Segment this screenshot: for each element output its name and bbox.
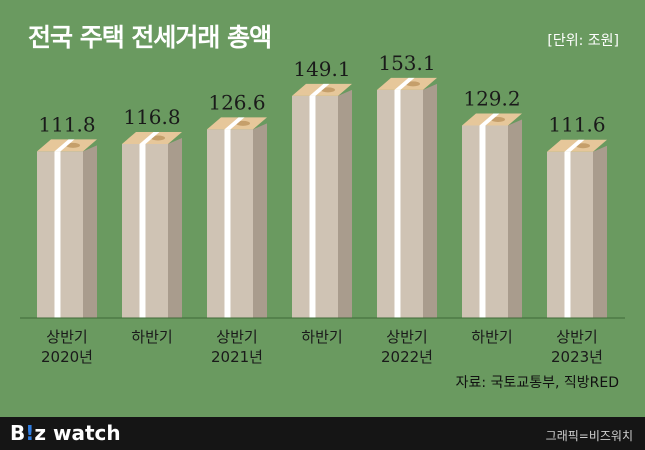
category-label-3: 하반기 xyxy=(301,328,342,346)
bill-portrait-4 xyxy=(406,81,420,87)
bar-band-1 xyxy=(139,143,146,318)
bill-portrait-5 xyxy=(491,116,505,122)
bill-portrait-2 xyxy=(236,120,250,126)
bar-side-0 xyxy=(83,145,97,318)
bar-band-5 xyxy=(479,125,486,318)
bar-band-top-3 xyxy=(309,83,330,96)
logo-letter-z: z xyxy=(34,421,47,445)
bar-stack-1 xyxy=(122,131,182,318)
value-label-1: 116.8 xyxy=(123,105,180,129)
bar-band-4 xyxy=(394,89,401,318)
bar-band-top-2 xyxy=(224,117,245,130)
bar-band-2 xyxy=(224,129,231,318)
category-year-label-4: 2022년 xyxy=(381,348,433,366)
logo-exclamation: ! xyxy=(25,421,35,445)
value-label-6: 111.6 xyxy=(548,113,605,137)
category-label-0: 상반기 xyxy=(46,328,87,346)
bar-band-top-1 xyxy=(139,131,160,144)
bar-band-top-5 xyxy=(479,113,500,126)
bar-band-top-6 xyxy=(564,139,585,152)
footer-bar: B!z watch 그래픽=비즈워치 xyxy=(0,417,645,450)
bar-band-0 xyxy=(54,151,61,318)
bar-stack-4 xyxy=(377,77,437,318)
value-label-4: 153.1 xyxy=(378,51,435,75)
unit-label: [단위: 조원] xyxy=(547,33,619,49)
value-label-5: 129.2 xyxy=(463,86,520,110)
bill-portrait-6 xyxy=(576,143,590,149)
bill-portrait-3 xyxy=(321,87,335,93)
category-year-label-6: 2023년 xyxy=(551,348,603,366)
bar-side-2 xyxy=(253,123,267,318)
logo-word-watch: watch xyxy=(46,421,121,445)
bill-portrait-1 xyxy=(151,135,165,141)
bar-stack-3 xyxy=(292,83,352,318)
value-label-0: 111.8 xyxy=(38,112,95,136)
chart-title: 전국 주택 전세거래 총액 xyxy=(28,23,272,52)
brand-logo: B!z watch xyxy=(10,421,121,445)
category-year-label-0: 2020년 xyxy=(41,348,93,366)
bar-side-1 xyxy=(168,137,182,318)
category-year-label-2: 2021년 xyxy=(211,348,263,366)
bar-band-3 xyxy=(309,95,316,318)
bar-stack-6 xyxy=(547,139,607,318)
category-label-5: 하반기 xyxy=(471,328,512,346)
category-labels: 상반기 2020년 하반기 상반기 2021년 하반기 상반기 2022년 하반기 상반기 2023… xyxy=(41,328,603,366)
bill-portrait-0 xyxy=(66,142,80,148)
category-label-4: 상반기 xyxy=(386,328,427,346)
category-label-1: 하반기 xyxy=(131,328,172,346)
bar-band-top-0 xyxy=(54,139,75,152)
category-label-2: 상반기 xyxy=(216,328,257,346)
graphic-credit: 그래픽=비즈워치 xyxy=(545,429,633,443)
bar-group: 111.8 116.8 126.6 149.1 153.1 129.2 111.6 xyxy=(37,51,607,318)
value-label-3: 149.1 xyxy=(293,57,350,81)
bar-side-4 xyxy=(423,83,437,318)
bar-stack-2 xyxy=(207,117,267,318)
source-note: 자료: 국토교통부, 직방RED xyxy=(455,375,619,391)
bar-stack-5 xyxy=(462,113,522,318)
bar-side-5 xyxy=(508,119,522,318)
value-label-2: 126.6 xyxy=(208,90,265,114)
bar-band-6 xyxy=(564,151,571,318)
bar-side-6 xyxy=(593,145,607,318)
bar-band-top-4 xyxy=(394,77,415,90)
category-label-6: 상반기 xyxy=(556,328,597,346)
logo-letter-b: B xyxy=(10,421,26,445)
bar-side-3 xyxy=(338,89,352,318)
bar-stack-0 xyxy=(37,139,97,318)
